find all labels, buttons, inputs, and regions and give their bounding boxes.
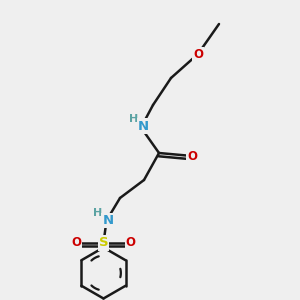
- Text: N: N: [138, 119, 149, 133]
- Text: H: H: [129, 113, 138, 124]
- Text: O: O: [125, 236, 136, 250]
- Text: O: O: [71, 236, 82, 250]
- Text: N: N: [102, 214, 114, 227]
- Text: S: S: [99, 236, 108, 250]
- Text: O: O: [187, 149, 197, 163]
- Text: O: O: [193, 47, 203, 61]
- Text: H: H: [93, 208, 102, 218]
